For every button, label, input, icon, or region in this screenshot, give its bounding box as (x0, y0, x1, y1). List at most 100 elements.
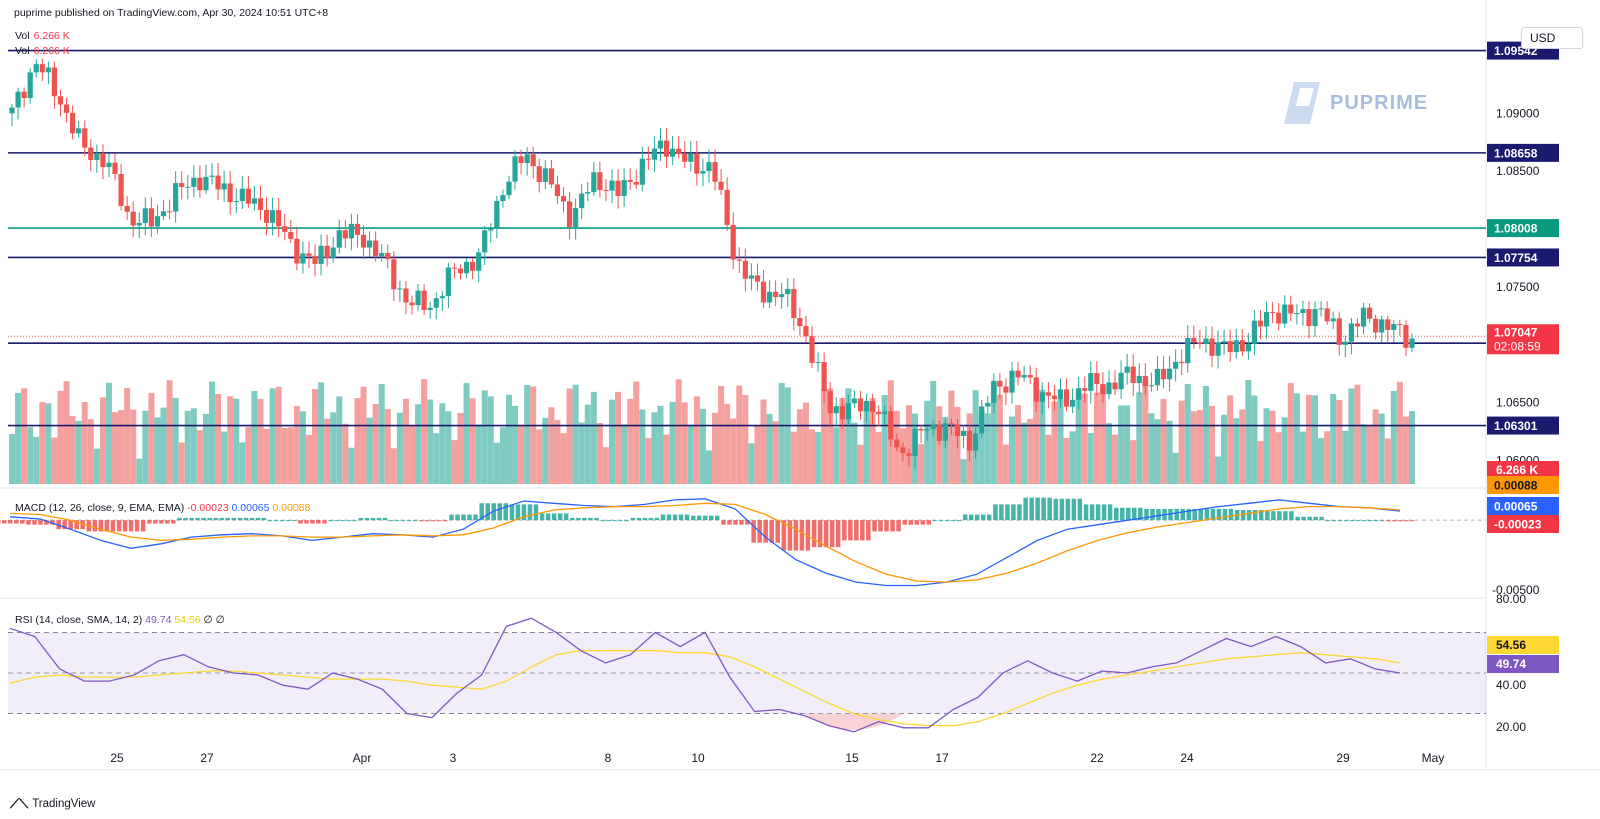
volume-bar (1209, 405, 1215, 484)
macd-hist-bar (932, 520, 938, 522)
candle (754, 263, 761, 291)
volume-bar (1002, 444, 1009, 484)
time-tick-label: 27 (200, 751, 214, 765)
volume-bar (1378, 413, 1385, 484)
volume-bar (396, 412, 403, 484)
candle (851, 390, 858, 408)
candle (342, 219, 348, 249)
volume-bar (651, 412, 658, 484)
candle (227, 170, 233, 215)
volume-bar (1275, 432, 1282, 484)
candle-body (45, 67, 51, 73)
candle-body (1239, 340, 1245, 352)
candle (682, 141, 688, 169)
candle (1282, 295, 1288, 328)
candle (166, 199, 173, 220)
candle-body (415, 290, 421, 306)
candle (833, 397, 839, 426)
candle-body (791, 288, 797, 319)
candle-body (797, 318, 803, 327)
macd-hist-bar (1005, 504, 1010, 521)
macd-hist-bar (201, 517, 206, 521)
candle-body (306, 253, 312, 256)
macd-hist-bar (1301, 516, 1306, 521)
candle-body (348, 223, 354, 239)
macd-hist-bar (1252, 510, 1258, 521)
candle (15, 87, 21, 120)
candle (1245, 332, 1251, 360)
volume-bar (1293, 393, 1300, 484)
volume-bar (730, 418, 737, 484)
volume-bar (1142, 380, 1149, 484)
macd-hist-bar (1114, 507, 1119, 521)
candle-body (663, 140, 670, 157)
volume-bar (305, 434, 312, 484)
candle (1336, 312, 1342, 356)
candle (730, 212, 736, 270)
volume-bar (1118, 405, 1125, 484)
volume-label-box (1487, 461, 1559, 479)
macd-hist-bar (956, 520, 962, 522)
candle-body (9, 107, 15, 114)
macd-hist-bar (171, 520, 176, 524)
candle-body (1082, 388, 1088, 391)
volume-bar (1305, 394, 1312, 484)
candle (809, 326, 815, 368)
candle (373, 231, 379, 262)
candle-body (1251, 320, 1258, 344)
candle-body (548, 168, 554, 185)
candle (1227, 329, 1233, 362)
macd-hist-bar (473, 514, 478, 521)
candle-body (1148, 385, 1154, 387)
candle-body (324, 245, 330, 258)
macd-pane (0, 497, 1486, 587)
volume-bar (918, 444, 925, 484)
candle-body (463, 261, 470, 274)
candle-body (730, 224, 736, 260)
volume-bar (33, 436, 40, 484)
candle (494, 195, 500, 239)
volume-bar (263, 428, 270, 484)
candle (948, 418, 954, 436)
candle-body (112, 162, 118, 174)
volume-bar (1148, 413, 1155, 484)
candle (130, 201, 136, 237)
candle-body (1215, 342, 1221, 356)
currency-selector[interactable]: USD (1521, 27, 1583, 49)
candle-body (1130, 366, 1136, 383)
volume-bar (1233, 418, 1240, 484)
volume-bar (1330, 393, 1337, 484)
volume-bar (287, 427, 294, 484)
volume-bar (845, 388, 852, 484)
candle (1191, 325, 1197, 349)
candle-body (1051, 395, 1058, 400)
price-tick-label: 1.08500 (1496, 164, 1540, 178)
macd-hist-bar (570, 517, 575, 521)
volume-bar (718, 385, 725, 484)
candle (609, 169, 615, 204)
candle (700, 158, 706, 187)
candle (1033, 367, 1039, 412)
volume-bar (1257, 441, 1264, 484)
volume-bar (421, 379, 428, 484)
candle-body (766, 291, 773, 303)
candle (1003, 378, 1009, 406)
candle (197, 165, 203, 198)
candle (1070, 388, 1076, 413)
candle (1051, 385, 1058, 411)
candle (1288, 295, 1294, 322)
volume-bar (609, 399, 615, 484)
macd-hist-bar (968, 514, 974, 521)
macd-hist-bar (829, 520, 835, 548)
candle-body (439, 296, 445, 299)
volume-bar (130, 409, 137, 484)
candle (603, 179, 609, 202)
macd-hist-bar (1041, 497, 1046, 521)
candle-body (385, 253, 391, 260)
macd-hist-bar (539, 513, 545, 521)
candle-body (706, 162, 712, 172)
volume-bar (336, 396, 343, 484)
candle (1112, 370, 1118, 396)
macd-hist-bar (467, 514, 472, 521)
